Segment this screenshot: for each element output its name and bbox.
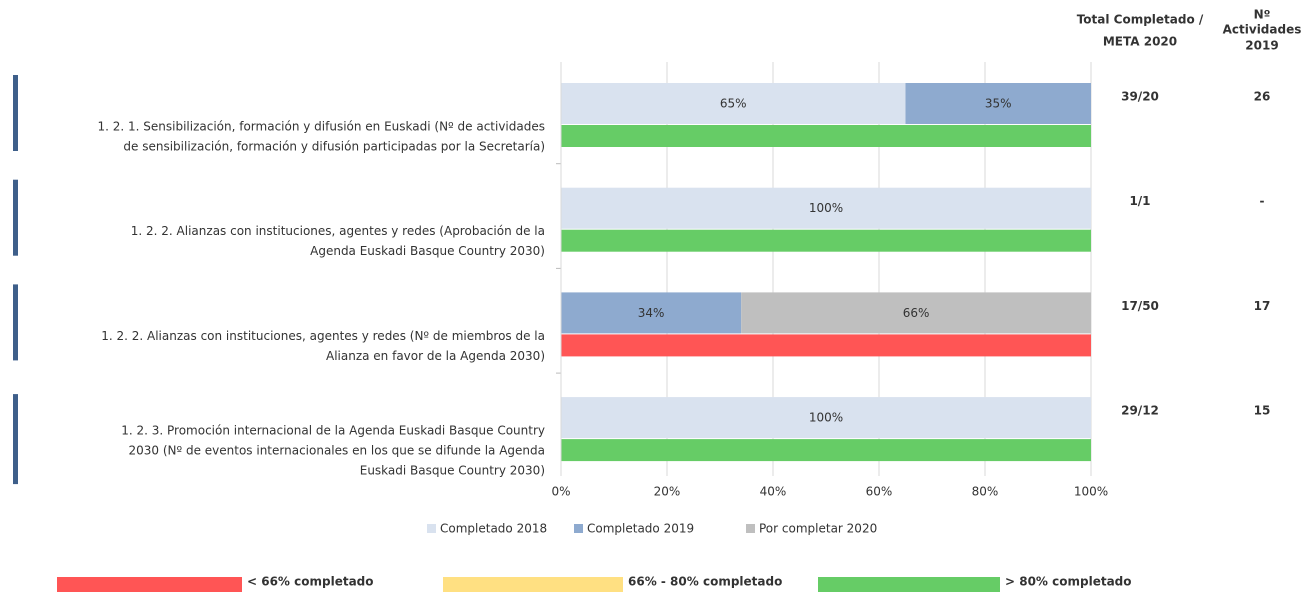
column-value: 15 <box>1254 404 1271 418</box>
x-tick-label: 40% <box>760 485 787 499</box>
column-header: 2019 <box>1245 39 1278 53</box>
legend-swatch <box>746 524 755 533</box>
column-value: 1/1 <box>1129 194 1150 208</box>
legend-swatch <box>574 524 583 533</box>
column-value: 17/50 <box>1121 299 1159 313</box>
x-tick-label: 100% <box>1074 485 1108 499</box>
column-value: - <box>1260 194 1265 208</box>
column-value: 17 <box>1254 299 1271 313</box>
status-legend-swatch <box>443 577 623 592</box>
status-legend-label: < 66% completado <box>247 575 374 589</box>
status-legend-label: 66% - 80% completado <box>628 575 782 589</box>
category-label: Euskadi Basque Country 2030) <box>360 464 545 478</box>
status-bar <box>561 229 1091 252</box>
column-header: META 2020 <box>1103 35 1177 49</box>
value-label: 66% <box>903 306 930 320</box>
row-marker <box>13 75 18 151</box>
x-tick-label: 20% <box>654 485 681 499</box>
status-legend-label: > 80% completado <box>1005 575 1132 589</box>
category-label: 1. 2. 2. Alianzas con instituciones, age… <box>101 329 545 343</box>
x-tick-label: 80% <box>972 485 999 499</box>
category-label: 2030 (Nº de eventos internacionales en l… <box>128 444 545 458</box>
value-label: 35% <box>985 97 1012 111</box>
legend-swatch <box>427 524 436 533</box>
category-label: Alianza en favor de la Agenda 2030) <box>326 349 545 363</box>
category-label: Agenda Euskadi Basque Country 2030) <box>310 244 545 258</box>
row-marker <box>13 284 18 361</box>
bar-segment <box>561 292 742 334</box>
bar-segment <box>561 187 1091 229</box>
x-tick-label: 60% <box>866 485 893 499</box>
bar-segment <box>905 83 1091 124</box>
category-label: de sensibilización, formación y difusión… <box>123 140 545 154</box>
legend-label: Completado 2018 <box>440 522 547 536</box>
column-value: 29/12 <box>1121 404 1159 418</box>
status-legend-swatch <box>57 577 242 592</box>
x-tick-label: 0% <box>551 485 570 499</box>
column-header: Nº <box>1254 8 1271 22</box>
category-label: 1. 2. 2. Alianzas con instituciones, age… <box>131 224 545 238</box>
column-header: Total Completado / <box>1077 13 1204 27</box>
legend-label: Completado 2019 <box>587 522 694 536</box>
bar-segment <box>561 83 906 124</box>
column-value: 39/20 <box>1121 90 1159 104</box>
value-label: 34% <box>638 306 665 320</box>
status-legend-swatch <box>818 577 1000 592</box>
legend-label: Por completar 2020 <box>759 522 877 536</box>
status-bar <box>561 125 1091 147</box>
column-value: 26 <box>1254 90 1271 104</box>
value-label: 65% <box>720 97 747 111</box>
bar-segment <box>741 292 1091 334</box>
value-label: 100% <box>809 411 843 425</box>
category-label: 1. 2. 3. Promoción internacional de la A… <box>121 424 545 438</box>
value-label: 100% <box>809 201 843 215</box>
row-marker <box>13 179 18 256</box>
status-bar <box>561 439 1091 462</box>
bar-segment <box>561 397 1091 439</box>
status-bar <box>561 334 1091 357</box>
category-label: 1. 2. 1. Sensibilización, formación y di… <box>97 120 545 134</box>
row-marker <box>13 394 18 485</box>
column-header: Actividades <box>1223 23 1302 37</box>
